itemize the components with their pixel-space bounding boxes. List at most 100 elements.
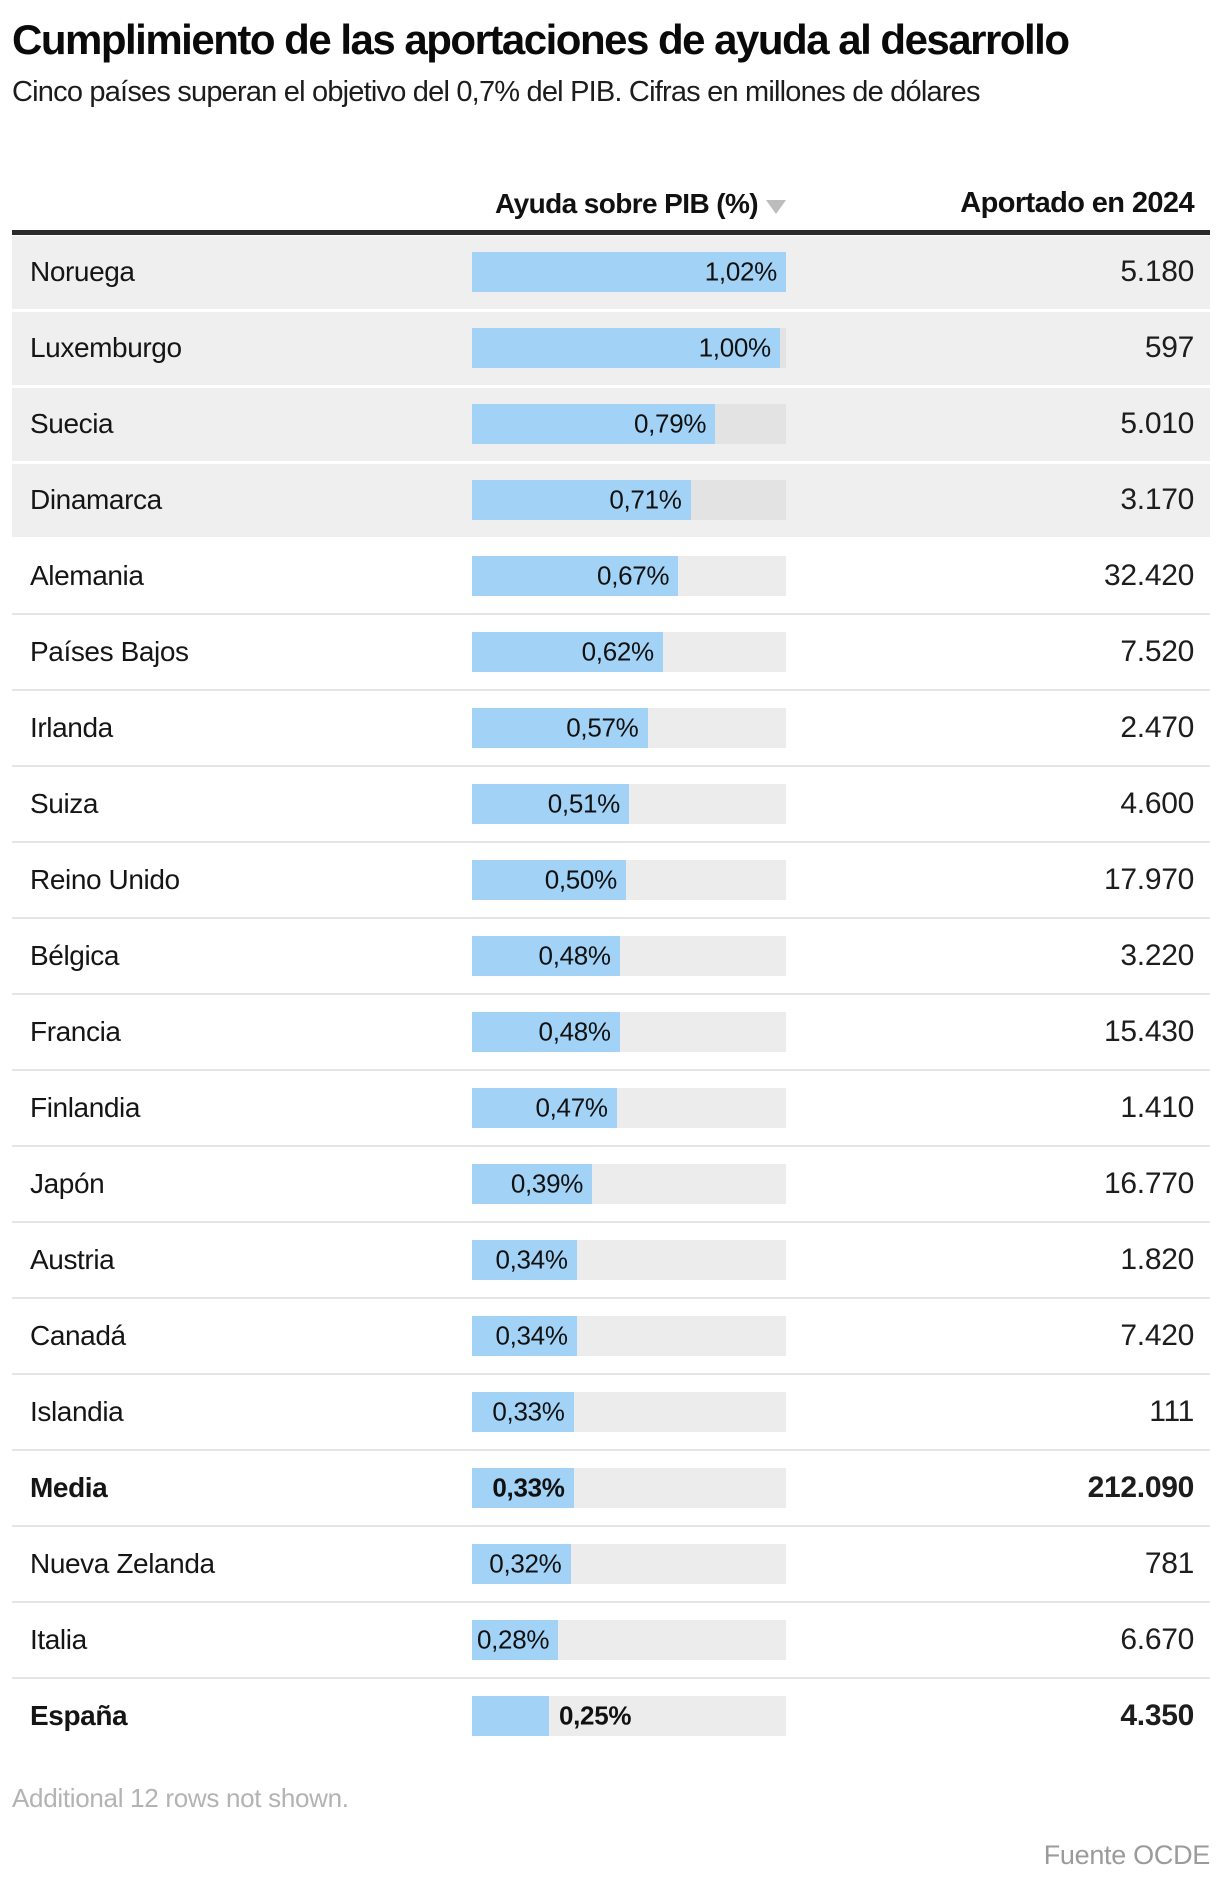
pct-bar-value: 1,00% xyxy=(698,332,772,363)
pct-bar-value: 0,39% xyxy=(510,1168,584,1199)
pct-bar-value: 0,62% xyxy=(581,636,655,667)
pct-bar-cell: 0,48% xyxy=(472,1012,786,1053)
table-row: Reino Unido 0,50% 17.970 xyxy=(12,840,1210,917)
country-label: Austria xyxy=(30,1244,115,1276)
aid-table: Ayuda sobre PIB (%) Aportado en 2024 Nor… xyxy=(12,180,1210,1753)
table-row: Alemania 0,67% 32.420 xyxy=(12,540,1210,613)
country-label: Finlandia xyxy=(30,1092,141,1124)
pct-bar-value: 0,47% xyxy=(535,1092,608,1123)
amount-value: 2.470 xyxy=(1120,711,1194,745)
amount-value: 16.770 xyxy=(1104,1167,1194,1201)
pct-bar-cell: 0,32% xyxy=(472,1544,786,1585)
pct-bar-fill xyxy=(472,1088,617,1129)
pct-bar-track: 0,67% xyxy=(472,556,786,597)
amount-value: 1.820 xyxy=(1120,1243,1194,1277)
table-row: Canadá 0,34% 7.420 xyxy=(12,1296,1210,1373)
amount-value: 5.010 xyxy=(1120,407,1194,441)
pct-bar-cell: 0,33% xyxy=(472,1468,786,1509)
amount-value: 7.420 xyxy=(1120,1319,1194,1353)
pct-bar-track: 0,79% xyxy=(472,404,786,445)
pct-bar-fill xyxy=(472,252,786,293)
table-row: Suiza 0,51% 4.600 xyxy=(12,764,1210,841)
pct-bar-value: 0,67% xyxy=(597,560,670,591)
pct-bar-cell: 0,50% xyxy=(472,860,786,901)
pct-bar-fill xyxy=(472,556,679,597)
table-row: Países Bajos 0,62% 7.520 xyxy=(12,612,1210,689)
pct-bar-value: 0,28% xyxy=(476,1624,550,1655)
pct-bar-track: 0,47% xyxy=(472,1088,786,1129)
amount-value: 1.410 xyxy=(1120,1091,1194,1125)
amount-value: 212.090 xyxy=(1087,1471,1195,1505)
country-label: Japón xyxy=(30,1168,105,1200)
country-label: Suiza xyxy=(30,788,99,820)
pct-bar-track: 1,02% xyxy=(472,252,786,293)
column-header-pct[interactable]: Ayuda sobre PIB (%) xyxy=(472,188,786,220)
pct-bar-track: 0,34% xyxy=(472,1240,786,1281)
pct-bar-cell: 0,79% xyxy=(472,404,786,445)
pct-bar-track: 0,71% xyxy=(472,480,786,521)
pct-bar-fill xyxy=(472,1392,574,1433)
pct-bar-cell: 0,25% xyxy=(472,1696,786,1737)
amount-value: 781 xyxy=(1144,1547,1194,1581)
pct-bar-track: 0,48% xyxy=(472,936,786,977)
pct-bar-fill xyxy=(472,1164,593,1205)
pct-bar-track: 1,00% xyxy=(472,328,786,369)
amount-value: 4.600 xyxy=(1120,787,1194,821)
country-label: Islandia xyxy=(30,1396,124,1428)
country-label: Canadá xyxy=(30,1320,126,1352)
table-row: Luxemburgo 1,00% 597 xyxy=(12,311,1210,385)
pct-bar-cell: 0,48% xyxy=(472,936,786,977)
sort-desc-icon[interactable] xyxy=(766,199,786,214)
amount-value: 597 xyxy=(1144,331,1194,365)
country-label: Alemania xyxy=(30,560,144,592)
pct-bar-cell: 0,62% xyxy=(472,632,786,673)
pct-bar-cell: 0,28% xyxy=(472,1620,786,1661)
country-label: Reino Unido xyxy=(30,864,180,896)
pct-bar-value: 0,51% xyxy=(547,788,621,819)
pct-bar-fill xyxy=(472,632,663,673)
pct-bar-track: 0,32% xyxy=(472,1544,786,1585)
pct-bar-fill xyxy=(472,1620,559,1661)
table-row: Nueva Zelanda 0,32% 781 xyxy=(12,1524,1210,1601)
country-label: Irlanda xyxy=(30,712,113,744)
table-row: Islandia 0,33% 111 xyxy=(12,1372,1210,1449)
country-label: Media xyxy=(30,1472,108,1504)
table-row: España 0,25% 4.350 xyxy=(12,1676,1210,1753)
column-header-amount[interactable]: Aportado en 2024 xyxy=(960,186,1194,219)
amount-value: 6.670 xyxy=(1120,1623,1194,1657)
amount-value: 17.970 xyxy=(1104,863,1194,897)
pct-bar-cell: 0,34% xyxy=(472,1316,786,1357)
country-label: Luxemburgo xyxy=(30,332,182,364)
pct-bar-value: 0,50% xyxy=(544,864,618,895)
country-label: Nueva Zelanda xyxy=(30,1548,215,1580)
amount-value: 32.420 xyxy=(1104,559,1194,593)
amount-value: 3.220 xyxy=(1120,939,1194,973)
pct-bar-fill xyxy=(472,708,648,749)
country-label: Suecia xyxy=(30,408,114,440)
pct-bar-track: 0,57% xyxy=(472,708,786,749)
pct-bar-track: 0,48% xyxy=(472,1012,786,1053)
pct-bar-cell: 0,67% xyxy=(472,556,786,597)
page-subtitle: Cinco países superan el objetivo del 0,7… xyxy=(12,76,980,109)
amount-value: 111 xyxy=(1149,1395,1194,1429)
table-row: Bélgica 0,48% 3.220 xyxy=(12,916,1210,993)
amount-value: 7.520 xyxy=(1120,635,1194,669)
pct-bar-track: 0,34% xyxy=(472,1316,786,1357)
pct-bar-fill xyxy=(472,1012,620,1053)
table-row: Dinamarca 0,71% 3.170 xyxy=(12,463,1210,537)
pct-bar-cell: 0,71% xyxy=(472,480,786,521)
pct-bar-value: 0,34% xyxy=(495,1320,568,1351)
table-row: Irlanda 0,57% 2.470 xyxy=(12,688,1210,765)
pct-bar-cell: 0,47% xyxy=(472,1088,786,1129)
pct-bar-cell: 0,33% xyxy=(472,1392,786,1433)
table-row: Austria 0,34% 1.820 xyxy=(12,1220,1210,1297)
pct-bar-value: 0,71% xyxy=(609,484,682,515)
table-row: Noruega 1,02% 5.180 xyxy=(12,235,1210,309)
pct-bar-value: 0,48% xyxy=(538,1016,612,1047)
page-title: Cumplimiento de las aportaciones de ayud… xyxy=(12,16,1070,63)
pct-bar-value: 0,25% xyxy=(558,1700,632,1731)
pct-bar-track: 0,28% xyxy=(472,1620,786,1661)
rows-not-shown-note: Additional 12 rows not shown. xyxy=(12,1782,349,1813)
pct-bar-track: 0,33% xyxy=(472,1468,786,1509)
pct-bar-fill xyxy=(472,1544,571,1585)
